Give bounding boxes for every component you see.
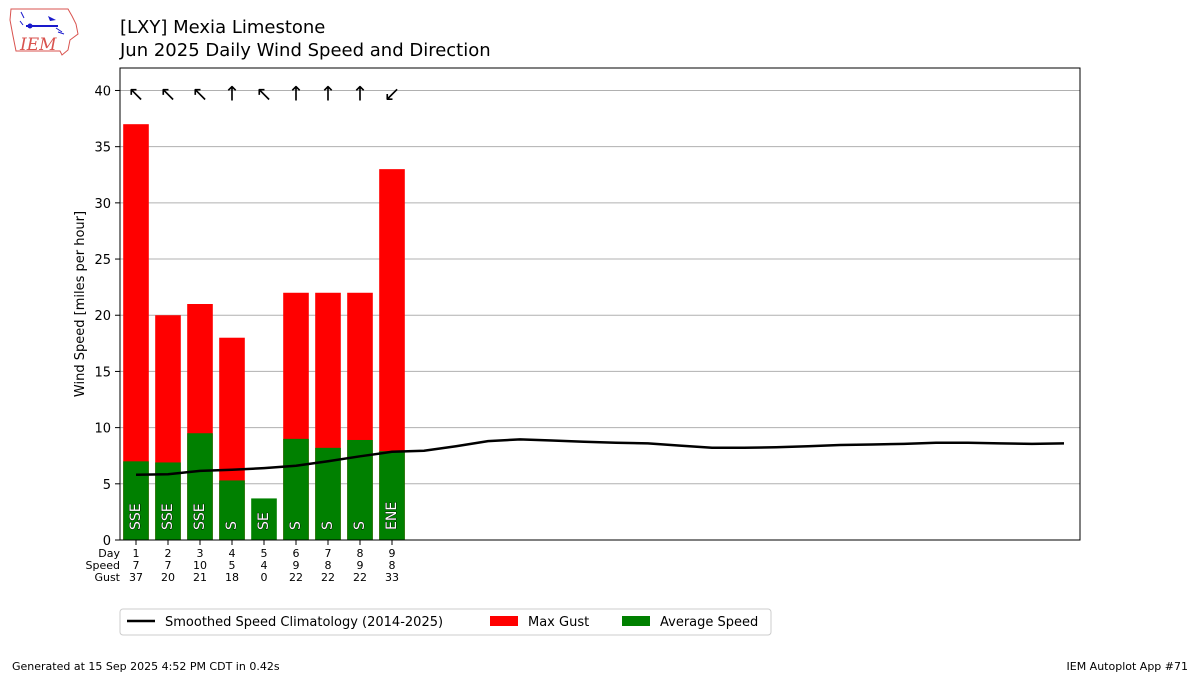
speed-label: 4 [261, 559, 268, 572]
direction-label: S [288, 521, 304, 530]
average-speed-bar [251, 498, 277, 540]
gust-label: 0 [261, 571, 268, 584]
climatology-layer [135, 438, 1065, 477]
day-label: 1 [133, 547, 140, 560]
row-header: Day [98, 547, 120, 560]
wind-direction-arrow-icon: ↖ [160, 81, 177, 105]
row-header: Speed [86, 559, 120, 572]
legend-patch-swatch [490, 616, 518, 626]
direction-label: SSE [160, 503, 176, 530]
speed-label: 7 [165, 559, 172, 572]
speed-label: 10 [193, 559, 207, 572]
gust-label: 20 [161, 571, 175, 584]
row-header: Gust [94, 571, 120, 584]
direction-label: S [352, 521, 368, 530]
direction-label: SE [256, 512, 272, 530]
y-tick-label: 5 [103, 478, 111, 493]
wind-direction-arrow-icon: ↖ [128, 81, 145, 105]
wind-direction-arrow-icon: ↑ [288, 81, 305, 105]
iem-logo-graphic: IEM [9, 8, 79, 56]
direction-label: S [320, 521, 336, 530]
chart-subtitle: Jun 2025 Daily Wind Speed and Direction [120, 40, 491, 61]
speed-label: 8 [389, 559, 396, 572]
wind-direction-arrow-icon: ↑ [320, 81, 337, 105]
gust-label: 37 [129, 571, 143, 584]
y-tick-label: 25 [94, 253, 111, 268]
iem-logo: IEM [8, 6, 80, 62]
speed-label: 7 [133, 559, 140, 572]
y-axis-label: Wind Speed [miles per hour] [73, 211, 88, 397]
gust-label: 22 [289, 571, 303, 584]
gust-label: 22 [353, 571, 367, 584]
day-label: 9 [389, 547, 396, 560]
y-tick-label: 0 [103, 534, 111, 549]
direction-label: SSE [192, 503, 208, 530]
wind-direction-arrow-icon: ↙ [384, 81, 401, 105]
gust-label: 21 [193, 571, 207, 584]
y-tick-label: 35 [94, 141, 111, 156]
wind-direction-arrow-icon: ↑ [352, 81, 369, 105]
bars [123, 124, 405, 540]
direction-label: SSE [128, 503, 144, 530]
legend: Smoothed Speed Climatology (2014-2025) Ma… [119, 608, 772, 636]
wind-direction-arrow-icon: ↖ [192, 81, 209, 105]
day-label: 8 [357, 547, 364, 560]
day-label: 7 [325, 547, 332, 560]
day-label: 4 [229, 547, 236, 560]
legend-label: Max Gust [528, 615, 589, 630]
day-label: 5 [261, 547, 268, 560]
speed-label: 5 [229, 559, 236, 572]
y-tick-label: 15 [94, 365, 111, 380]
legend-box [119, 608, 772, 636]
day-label: 2 [165, 547, 172, 560]
gust-label: 22 [321, 571, 335, 584]
legend-label: Average Speed [660, 615, 758, 630]
plot-frame [119, 67, 1081, 541]
speed-label: 9 [293, 559, 300, 572]
gust-label: 18 [225, 571, 239, 584]
speed-label: 9 [357, 559, 364, 572]
footer-generated: Generated at 15 Sep 2025 4:52 PM CDT in … [12, 660, 280, 673]
gust-label: 33 [385, 571, 399, 584]
chart-title: [LXY] Mexia Limestone [120, 17, 326, 38]
bar-labels: SSE ↖ SSE ↖ SSE ↖ S ↑ SE ↖ S ↑ S ↑ S ↑ ENE ↙ [128, 81, 401, 530]
day-label: 6 [293, 547, 300, 560]
direction-label: S [224, 521, 240, 530]
average-speed-bar [283, 438, 309, 540]
y-tick-label: 10 [94, 422, 111, 437]
legend-patch-swatch [622, 616, 650, 626]
average-speed-bar [379, 451, 405, 540]
logo-text: IEM [19, 35, 57, 55]
grid-lines [120, 89, 1080, 485]
speed-label: 8 [325, 559, 332, 572]
footer-app: IEM Autoplot App #71 [1066, 660, 1189, 673]
legend-label: Smoothed Speed Climatology (2014-2025) [165, 615, 443, 630]
y-tick-label: 30 [94, 197, 111, 212]
average-speed-bar [187, 433, 213, 540]
direction-label: ENE [384, 502, 400, 530]
climatology-line [135, 438, 1065, 477]
wind-direction-arrow-icon: ↑ [224, 81, 241, 105]
y-tick-label: 20 [94, 309, 111, 324]
y-tick-label: 40 [94, 84, 111, 99]
day-label: 3 [197, 547, 204, 560]
wind-direction-arrow-icon: ↖ [256, 81, 273, 105]
average-speed-bar [219, 480, 245, 540]
axes: 0510152025303540173727203102145185406922… [73, 67, 1081, 584]
